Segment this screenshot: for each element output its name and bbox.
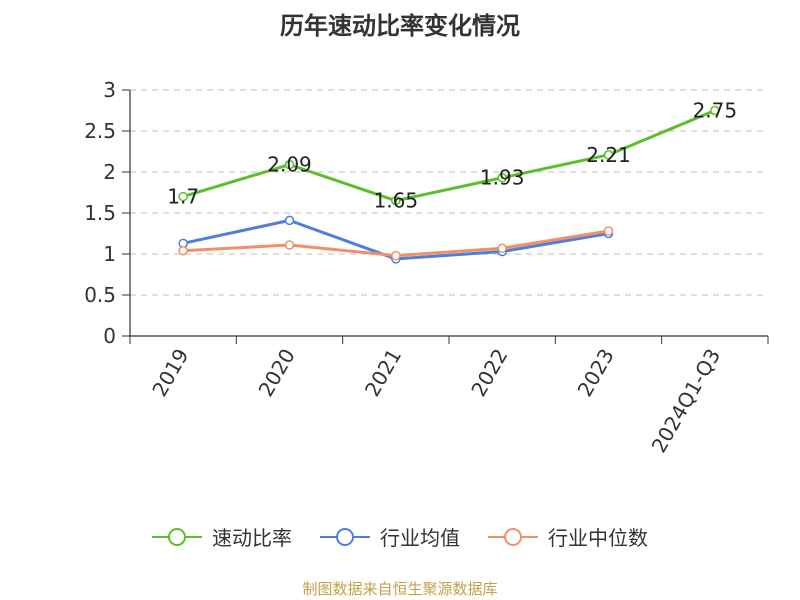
y-tick-label: 3 [103,78,116,102]
legend-symbol-industry-median [488,527,538,546]
y-tick-label: 0.5 [84,283,116,307]
data-source-note: 制图数据来自恒生聚源数据库 [302,580,498,598]
legend-item-industry-median[interactable]: 行业中位数 [488,522,648,551]
data-point [603,150,614,160]
x-tick-label: 2023 [573,345,619,401]
data-point [391,250,401,261]
legend-item-quick-ratio[interactable]: 速动比率 [152,522,292,551]
series-line [182,109,716,203]
data-label: 2.21 [586,143,631,167]
data-point [178,245,188,256]
x-tick-label: 2021 [360,345,406,401]
data-label: 1.7 [167,185,199,209]
data-point [497,172,507,183]
x-tick-label: 2019 [147,345,193,401]
data-point [391,195,401,206]
data-point [497,243,507,254]
data-point [710,105,720,116]
x-tick-label: 2020 [254,345,300,401]
data-point [284,240,295,250]
y-tick-label: 2.5 [84,119,116,143]
x-tick-label: 2024Q1-Q3 [646,345,725,457]
y-tick-label: 0 [103,324,116,348]
data-label: 2.75 [693,99,738,123]
legend-symbol-industry-mean [320,527,370,546]
legend: 速动比率 行业均值 行业中位数 [0,522,800,551]
y-tick-label: 1 [103,242,116,266]
legend-symbol-quick-ratio [152,527,202,546]
legend-label-industry-median: 行业中位数 [548,526,648,550]
x-tick-label: 2022 [466,344,512,400]
y-tick-label: 2 [103,160,116,184]
data-label: 2.09 [267,153,312,177]
data-label: 1.65 [374,189,419,213]
legend-label-quick-ratio: 速动比率 [212,526,292,550]
data-point [284,159,295,170]
data-point [603,226,614,236]
legend-label-industry-mean: 行业均值 [380,526,460,550]
data-point [284,215,295,226]
y-tick-label: 1.5 [84,201,116,225]
data-point [178,191,188,202]
chart-title: 历年速动比率变化情况 [280,12,520,40]
data-label: 1.93 [480,166,525,190]
legend-item-industry-mean[interactable]: 行业均值 [320,522,460,551]
